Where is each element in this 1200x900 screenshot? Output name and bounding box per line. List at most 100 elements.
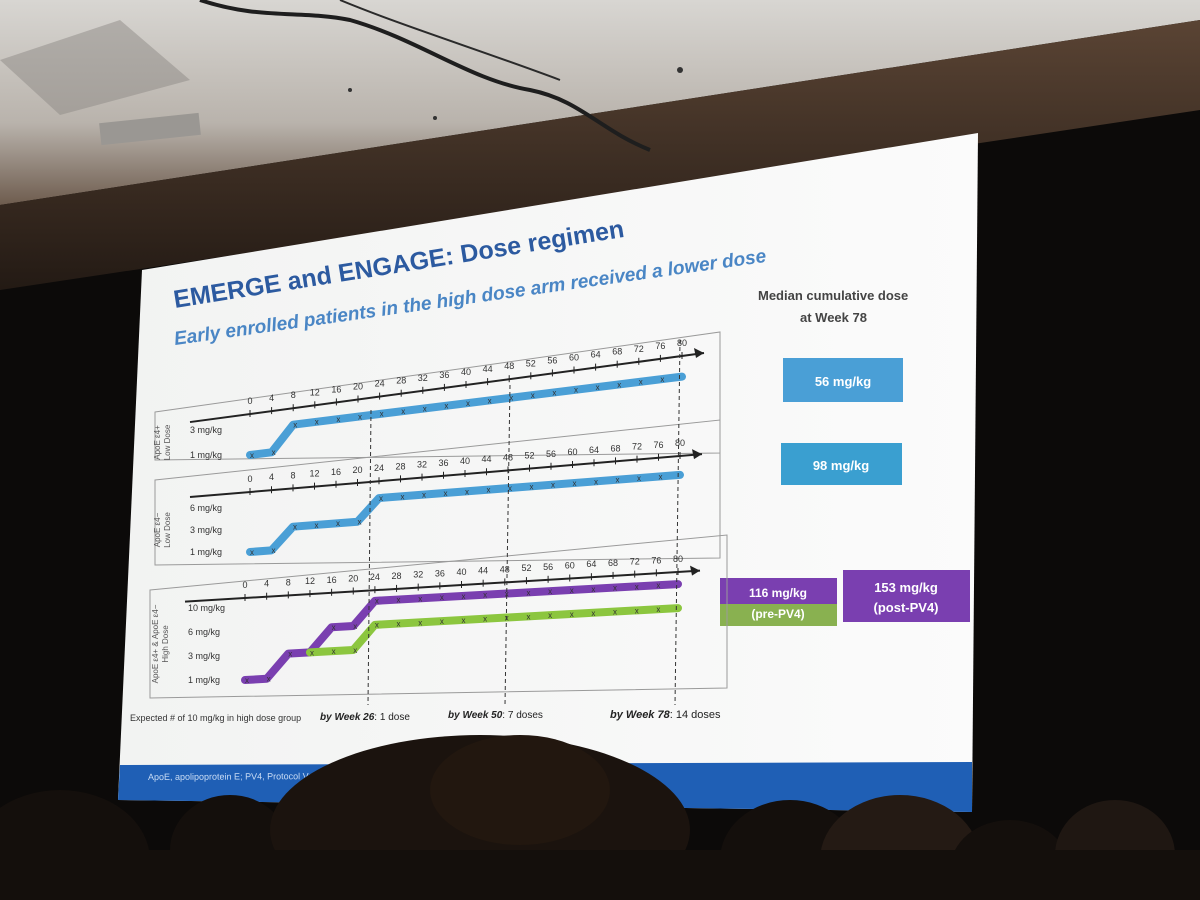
timeline-axis-3 xyxy=(184,569,701,603)
dose-marker: x xyxy=(570,610,574,619)
week-label: 48 xyxy=(500,564,510,574)
dose-marker: x xyxy=(310,648,314,657)
dose-marker: x xyxy=(613,584,617,593)
group-label-line2: Low Dose xyxy=(163,424,172,460)
week-label: 56 xyxy=(546,449,556,459)
dose-marker: x xyxy=(462,592,466,601)
week-label: 48 xyxy=(504,361,514,371)
week-label: 60 xyxy=(569,353,579,363)
dose-marker: x xyxy=(336,415,340,424)
dose-marker: x xyxy=(418,618,422,627)
dose-level-label: 6 mg/kg xyxy=(188,627,220,637)
week50-value: : 7 doses xyxy=(502,710,543,721)
dose-marker: x xyxy=(526,588,530,597)
ceiling-cable xyxy=(199,0,651,152)
dose-marker: x xyxy=(551,481,555,490)
dose-marker: x xyxy=(293,523,297,532)
dose-marker: x xyxy=(465,487,469,496)
dose-marker: x xyxy=(336,519,340,528)
week-label: 32 xyxy=(418,373,428,383)
timeline-arrowhead-1 xyxy=(694,348,704,359)
dose-marker: x xyxy=(530,482,534,491)
dose-marker: x xyxy=(380,410,384,419)
group-label-line1: ApoE ε4+ & ApoE ε4− xyxy=(151,604,160,683)
dose-level-label: 1 mg/kg xyxy=(190,547,222,557)
dose-marker: x xyxy=(591,609,595,618)
dose-marker: x xyxy=(488,396,492,405)
slide-surface xyxy=(118,133,978,812)
dose-marker: x xyxy=(332,623,336,632)
week-label: 4 xyxy=(269,393,274,403)
group-label: ApoE ε4−Low Dose xyxy=(153,512,172,548)
week78-label-em: by Week 78 xyxy=(610,709,671,721)
group-label: ApoE ε4+Low Dose xyxy=(153,424,172,460)
median-dose-pre: 116 mg/kg xyxy=(749,586,807,600)
dose-marker: x xyxy=(293,420,297,429)
dashed-week-marker xyxy=(674,339,681,706)
week-label: 40 xyxy=(456,567,466,577)
week-label: 16 xyxy=(331,384,341,394)
ceiling-vent xyxy=(99,112,201,146)
dose-marker: x xyxy=(440,593,444,602)
week-label: 52 xyxy=(526,358,536,368)
ceiling xyxy=(0,0,1200,205)
dose-series-line xyxy=(305,604,682,657)
dose-marker: x xyxy=(552,388,556,397)
dose-marker: x xyxy=(272,546,276,555)
median-header-line2: at Week 78 xyxy=(800,310,867,325)
slide-footnote: ApoE, apolipoprotein E; PV4, Protocol Ve… xyxy=(148,771,343,782)
week-label: 48 xyxy=(503,452,513,462)
week-label: 0 xyxy=(247,474,252,484)
dose-level-label: 1 mg/kg xyxy=(190,450,222,460)
week-label: 76 xyxy=(655,341,665,351)
dose-marker: x xyxy=(397,620,401,629)
week-label: 8 xyxy=(291,390,296,400)
dose-marker: x xyxy=(375,597,379,606)
dose-level-label: 3 mg/kg xyxy=(190,525,222,535)
dose-marker: x xyxy=(245,676,249,685)
week-label: 24 xyxy=(375,379,385,389)
dose-marker: x xyxy=(462,616,466,625)
median-dose-post-sub: (post-PV4) xyxy=(874,600,939,615)
dose-level-label: 6 mg/kg xyxy=(190,503,222,513)
ceiling-soffit xyxy=(0,20,1200,290)
week-label: 36 xyxy=(438,458,448,468)
group-label: ApoE ε4+ & ApoE ε4−High Dose xyxy=(151,604,170,683)
dose-marker: x xyxy=(616,476,620,485)
dose-marker: x xyxy=(315,521,319,530)
dose-marker: x xyxy=(613,608,617,617)
median-dose-box-2 xyxy=(781,443,902,485)
median-dose-box-1 xyxy=(783,358,903,402)
week-label: 44 xyxy=(478,566,488,576)
week26-label: by Week 26: 1 dose xyxy=(320,712,410,723)
dose-marker: x xyxy=(250,451,254,460)
dose-marker: x xyxy=(656,605,660,614)
dose-marker: x xyxy=(440,617,444,626)
week78-label: by Week 78: 14 doses xyxy=(610,709,721,721)
week-label: 24 xyxy=(374,463,384,473)
week-label: 20 xyxy=(348,574,358,584)
week-label: 28 xyxy=(396,376,406,386)
dose-marker: x xyxy=(635,606,639,615)
chart-panel-frame-2 xyxy=(154,419,721,566)
week-label: 80 xyxy=(673,554,683,564)
week-label: 44 xyxy=(481,454,491,464)
week-label: 20 xyxy=(352,465,362,475)
week-label: 76 xyxy=(653,440,663,450)
dose-marker: x xyxy=(423,404,427,413)
week26-label-em: by Week 26 xyxy=(320,712,375,723)
dose-marker: x xyxy=(401,407,405,416)
week50-label: by Week 50: 7 doses xyxy=(448,710,543,721)
dose-marker: x xyxy=(526,612,530,621)
dose-regimen-charts: 0 4 8 12 16 20 24 28 32 36 40 44 48 52 56 60 64 68 72 76 803… xyxy=(149,331,728,706)
dose-marker: x xyxy=(591,585,595,594)
dose-marker: x xyxy=(617,380,621,389)
dose-level-label: 3 mg/kg xyxy=(190,425,222,435)
dose-marker: x xyxy=(401,492,405,501)
week-label: 64 xyxy=(591,350,601,360)
dose-marker: x xyxy=(397,596,401,605)
dose-marker: x xyxy=(272,448,276,457)
median-dose-1: 56 mg/kg xyxy=(815,374,871,389)
median-dose-pre-sub: (pre-PV4) xyxy=(751,607,804,621)
